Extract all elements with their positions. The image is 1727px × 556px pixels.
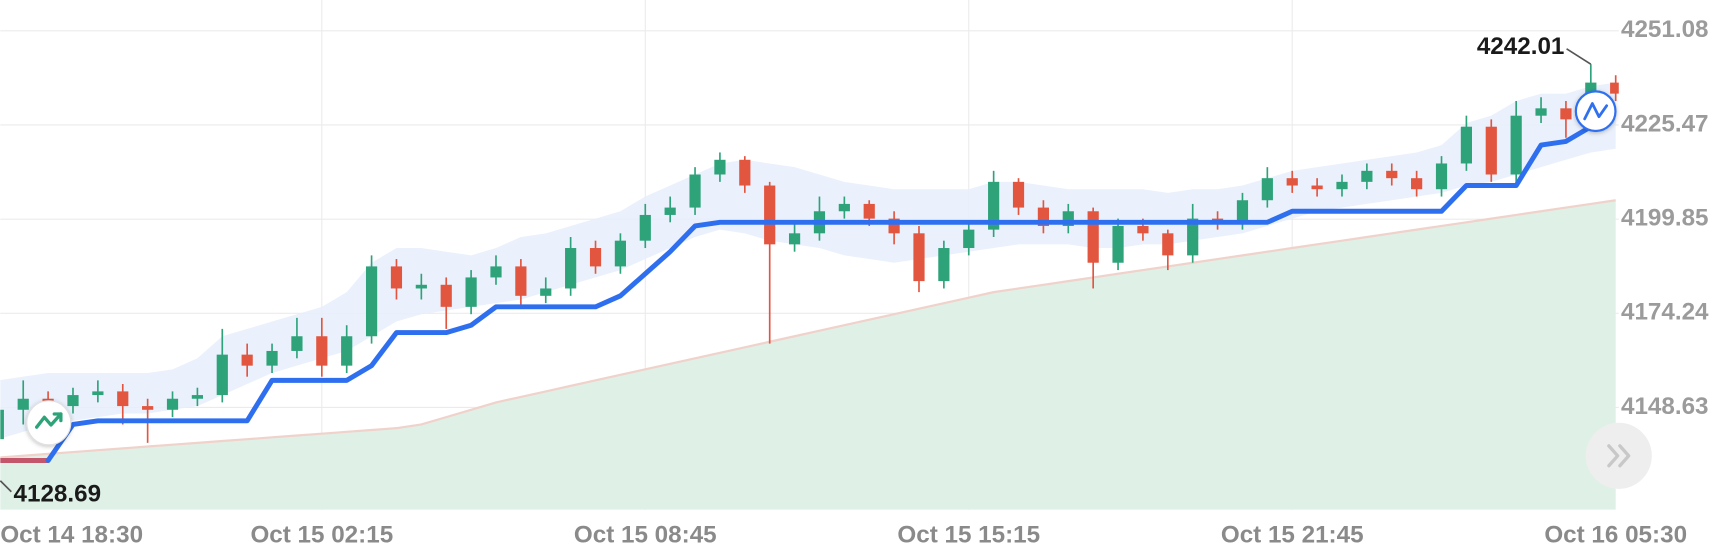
candle-body — [1261, 178, 1273, 201]
candle-body — [664, 207, 676, 215]
x-tick-label: Oct 15 02:15 — [250, 522, 393, 549]
candle-body — [241, 354, 253, 366]
icons — [26, 90, 1652, 489]
candle-body — [913, 233, 925, 282]
y-tick-label: 4251.08 — [1621, 16, 1709, 43]
candle-body — [838, 203, 850, 212]
candle-body — [938, 248, 950, 282]
candle-body — [1485, 126, 1497, 175]
candle-body — [216, 354, 228, 396]
candle-body — [1560, 108, 1572, 120]
indicator-line — [45, 124, 1594, 463]
y-tick-label: 4148.63 — [1621, 393, 1709, 420]
candle-body — [1112, 225, 1124, 263]
x-tick-label: Oct 14 18:30 — [0, 522, 143, 549]
candle-body — [1137, 225, 1149, 234]
scroll-to-latest-button[interactable] — [1585, 422, 1652, 489]
candle-body — [589, 248, 602, 267]
y-tick-label: 4199.85 — [1621, 205, 1709, 232]
x-tick-label: Oct 15 08:45 — [574, 522, 717, 549]
candle-body — [1286, 178, 1298, 186]
x-tick-label: Oct 16 05:30 — [1544, 522, 1687, 549]
candle-body — [1236, 200, 1249, 223]
candle-body — [142, 406, 154, 410]
candle-body — [888, 218, 900, 234]
labels: 4251.08 4225.47 4199.85 4174.24 4148.63 Oct 1… — [0, 16, 1709, 549]
candle-body — [764, 185, 776, 245]
candle-body — [739, 159, 751, 186]
candle-body — [689, 174, 701, 208]
candle-body — [266, 350, 278, 366]
candle-body — [166, 398, 179, 410]
high-marker-line — [1566, 48, 1592, 65]
candle-body — [191, 395, 203, 399]
indicator-icon[interactable] — [1574, 90, 1617, 133]
candle-body — [67, 395, 79, 407]
candle-body — [17, 398, 29, 410]
candle-body — [988, 181, 1000, 230]
candle-body — [341, 336, 353, 366]
candle-body — [1162, 233, 1174, 256]
candle-body — [1361, 170, 1373, 182]
y-tick-label: 4174.24 — [1621, 299, 1709, 326]
candle-body — [515, 266, 527, 296]
candle-body — [1037, 207, 1050, 226]
candle-body — [316, 336, 328, 366]
candle-body — [1535, 108, 1547, 116]
candle-body — [565, 248, 577, 289]
candle-body — [863, 203, 875, 219]
candle-body — [415, 284, 427, 289]
candle-body — [540, 288, 552, 296]
y-tick-label: 4225.47 — [1621, 110, 1709, 137]
candle-body — [1610, 82, 1619, 94]
high-marker-label: 4242.01 — [1477, 33, 1565, 60]
trend-area — [0, 200, 1616, 510]
candle-body — [1386, 170, 1398, 179]
x-tick-label: Oct 15 21:45 — [1221, 522, 1364, 549]
buy-signal-icon — [26, 400, 72, 446]
candle-body — [465, 277, 477, 307]
candle-body — [1062, 211, 1074, 226]
candle-body — [117, 391, 129, 407]
x-tick-label: Oct 15 15:15 — [897, 522, 1040, 549]
candle-body — [1012, 181, 1025, 208]
band-area — [0, 82, 1616, 439]
candle-body — [490, 266, 502, 278]
candle-body — [963, 229, 975, 249]
candle-body — [1336, 181, 1348, 190]
candle-body — [1311, 185, 1323, 190]
candle-body — [365, 266, 378, 337]
plot-area — [0, 64, 1619, 510]
candle-body — [92, 391, 104, 396]
candle-body — [291, 336, 303, 351]
candle-body — [1411, 178, 1423, 190]
candle-body — [639, 214, 651, 241]
low-marker-line — [0, 480, 12, 493]
candle-body — [1435, 163, 1448, 190]
candle-body — [1510, 115, 1522, 175]
candle-body — [1187, 218, 1199, 256]
candle-body — [0, 409, 4, 440]
candle-body — [1460, 126, 1473, 164]
candle-body — [614, 240, 626, 267]
candle-body — [788, 233, 801, 245]
low-marker-label: 4128.69 — [14, 480, 102, 507]
trend-line — [0, 199, 1616, 459]
candle-body — [714, 159, 726, 175]
candle-body — [440, 284, 452, 307]
candle-body — [390, 266, 403, 289]
candle-body — [1087, 211, 1099, 263]
